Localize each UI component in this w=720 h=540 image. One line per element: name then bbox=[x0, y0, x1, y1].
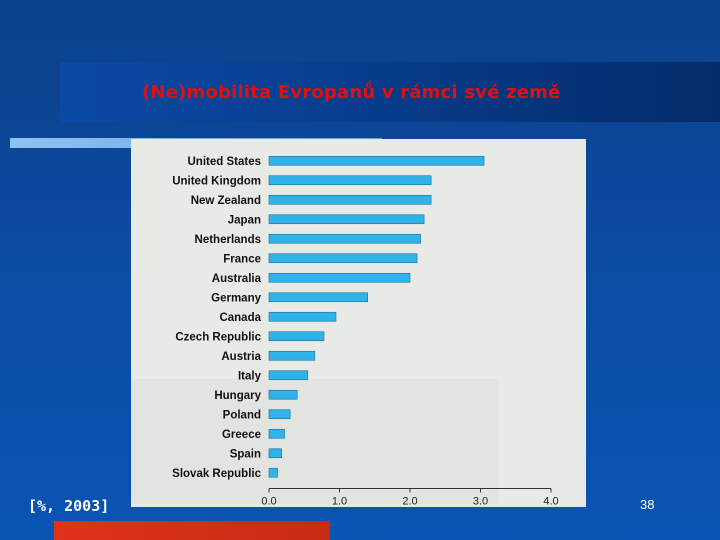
bar-united-states bbox=[268, 155, 485, 166]
x-tick-label: 2.0 bbox=[402, 496, 417, 508]
category-label: France bbox=[223, 253, 261, 265]
x-tick-label: 1.0 bbox=[332, 496, 347, 508]
x-tick-group: 0.0 1.0 2.0 3.0 4.0 bbox=[261, 488, 559, 508]
background-table-ghost bbox=[131, 379, 499, 504]
category-label-group: United States United Kingdom New Zealand Ja… bbox=[172, 156, 261, 480]
bar-new-zealand bbox=[268, 194, 432, 205]
units-year-note: [%, 2003] bbox=[28, 497, 110, 515]
category-label: Poland bbox=[223, 409, 261, 421]
bar-canada bbox=[268, 311, 337, 322]
bar-austria bbox=[268, 350, 316, 361]
bar-netherlands bbox=[268, 233, 421, 244]
slide-title: (Ne)mobilita Evropanů v rámci své země bbox=[142, 82, 561, 103]
category-label: Austria bbox=[221, 351, 261, 363]
x-tick-label: 4.0 bbox=[543, 496, 558, 508]
bar-greece bbox=[268, 428, 285, 439]
category-label: Hungary bbox=[214, 390, 261, 402]
category-label: Czech Republic bbox=[175, 331, 261, 343]
bar-group bbox=[268, 155, 485, 478]
category-label: Japan bbox=[228, 214, 261, 226]
category-label: Greece bbox=[222, 429, 261, 441]
category-label: Australia bbox=[212, 273, 262, 285]
category-label: United States bbox=[188, 156, 262, 168]
category-label: United Kingdom bbox=[172, 175, 261, 187]
page-number: 38 bbox=[640, 497, 655, 512]
bar-hungary bbox=[268, 389, 298, 400]
bar-united-kingdom bbox=[268, 175, 432, 186]
bar-spain bbox=[268, 448, 282, 459]
bar-slovak-republic bbox=[268, 467, 278, 478]
category-label: Italy bbox=[238, 370, 262, 382]
bar-chart: United States United Kingdom New Zealand Ja… bbox=[131, 139, 586, 508]
bar-poland bbox=[268, 409, 291, 420]
category-label: New Zealand bbox=[191, 195, 261, 207]
title-bar bbox=[60, 62, 720, 122]
bar-japan bbox=[268, 214, 425, 225]
bar-france bbox=[268, 253, 418, 264]
bar-italy bbox=[268, 370, 309, 381]
bottom-accent-bar bbox=[54, 521, 330, 540]
bar-czech-republic bbox=[268, 331, 325, 342]
category-label: Canada bbox=[219, 312, 261, 324]
bar-germany bbox=[268, 292, 368, 303]
x-tick-label: 3.0 bbox=[473, 496, 488, 508]
category-label: Germany bbox=[211, 292, 261, 304]
x-tick-label: 0.0 bbox=[261, 496, 276, 508]
category-label: Spain bbox=[230, 448, 261, 460]
category-label: Slovak Republic bbox=[172, 468, 261, 480]
chart-image-panel: United States United Kingdom New Zealand Ja… bbox=[131, 139, 586, 508]
slide-top-band bbox=[0, 0, 720, 60]
category-label: Netherlands bbox=[195, 234, 261, 246]
bar-australia bbox=[268, 272, 411, 283]
